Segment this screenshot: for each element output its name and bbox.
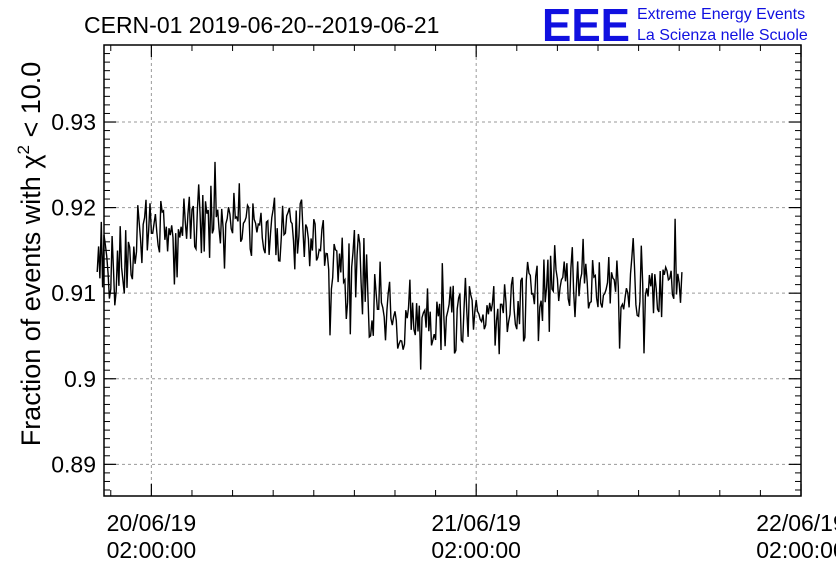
plot-frame [103,44,802,497]
logo-mark: EEE [542,0,630,51]
x-tick-time: 02:00:00 [107,537,197,563]
series-line [96,161,683,370]
y-tick-label: 0.89 [51,451,96,477]
x-tick-labels: 20/06/1902:00:0021/06/1902:00:0022/06/19… [107,510,836,563]
y-tick-label: 0.92 [51,195,96,221]
x-tick-date: 20/06/19 [107,510,197,536]
eee-logo: EEE Extreme Energy Events La Scienza nel… [542,0,808,51]
x-tick-date: 22/06/19 [756,510,836,536]
y-tick-labels: 0.89 0.9 0.91 0.92 0.93 [51,109,96,477]
series-layer [96,161,683,370]
x-tick-time: 02:00:00 [756,537,836,563]
y-axis-label-rest: < 10.0 [16,62,46,145]
logo-line-1: Extreme Energy Events [637,6,805,23]
y-tick-label: 0.91 [51,280,96,306]
y-tick-label: 0.93 [51,109,96,135]
y-axis-label: Fraction of events with χ2 < 10.0 [14,62,46,447]
grid [104,45,801,496]
y-axis-label-main: Fraction of events with χ [16,155,46,447]
x-tick-time: 02:00:00 [431,537,521,563]
x-tick-date: 21/06/19 [431,510,521,536]
logo-line-2: La Scienza nelle Scuole [637,27,808,44]
ticks [104,45,802,496]
y-tick-label: 0.9 [64,366,96,392]
y-axis-label-superscript: 2 [14,145,33,154]
chart-title: CERN-01 2019-06-20--2019-06-21 [84,12,439,38]
